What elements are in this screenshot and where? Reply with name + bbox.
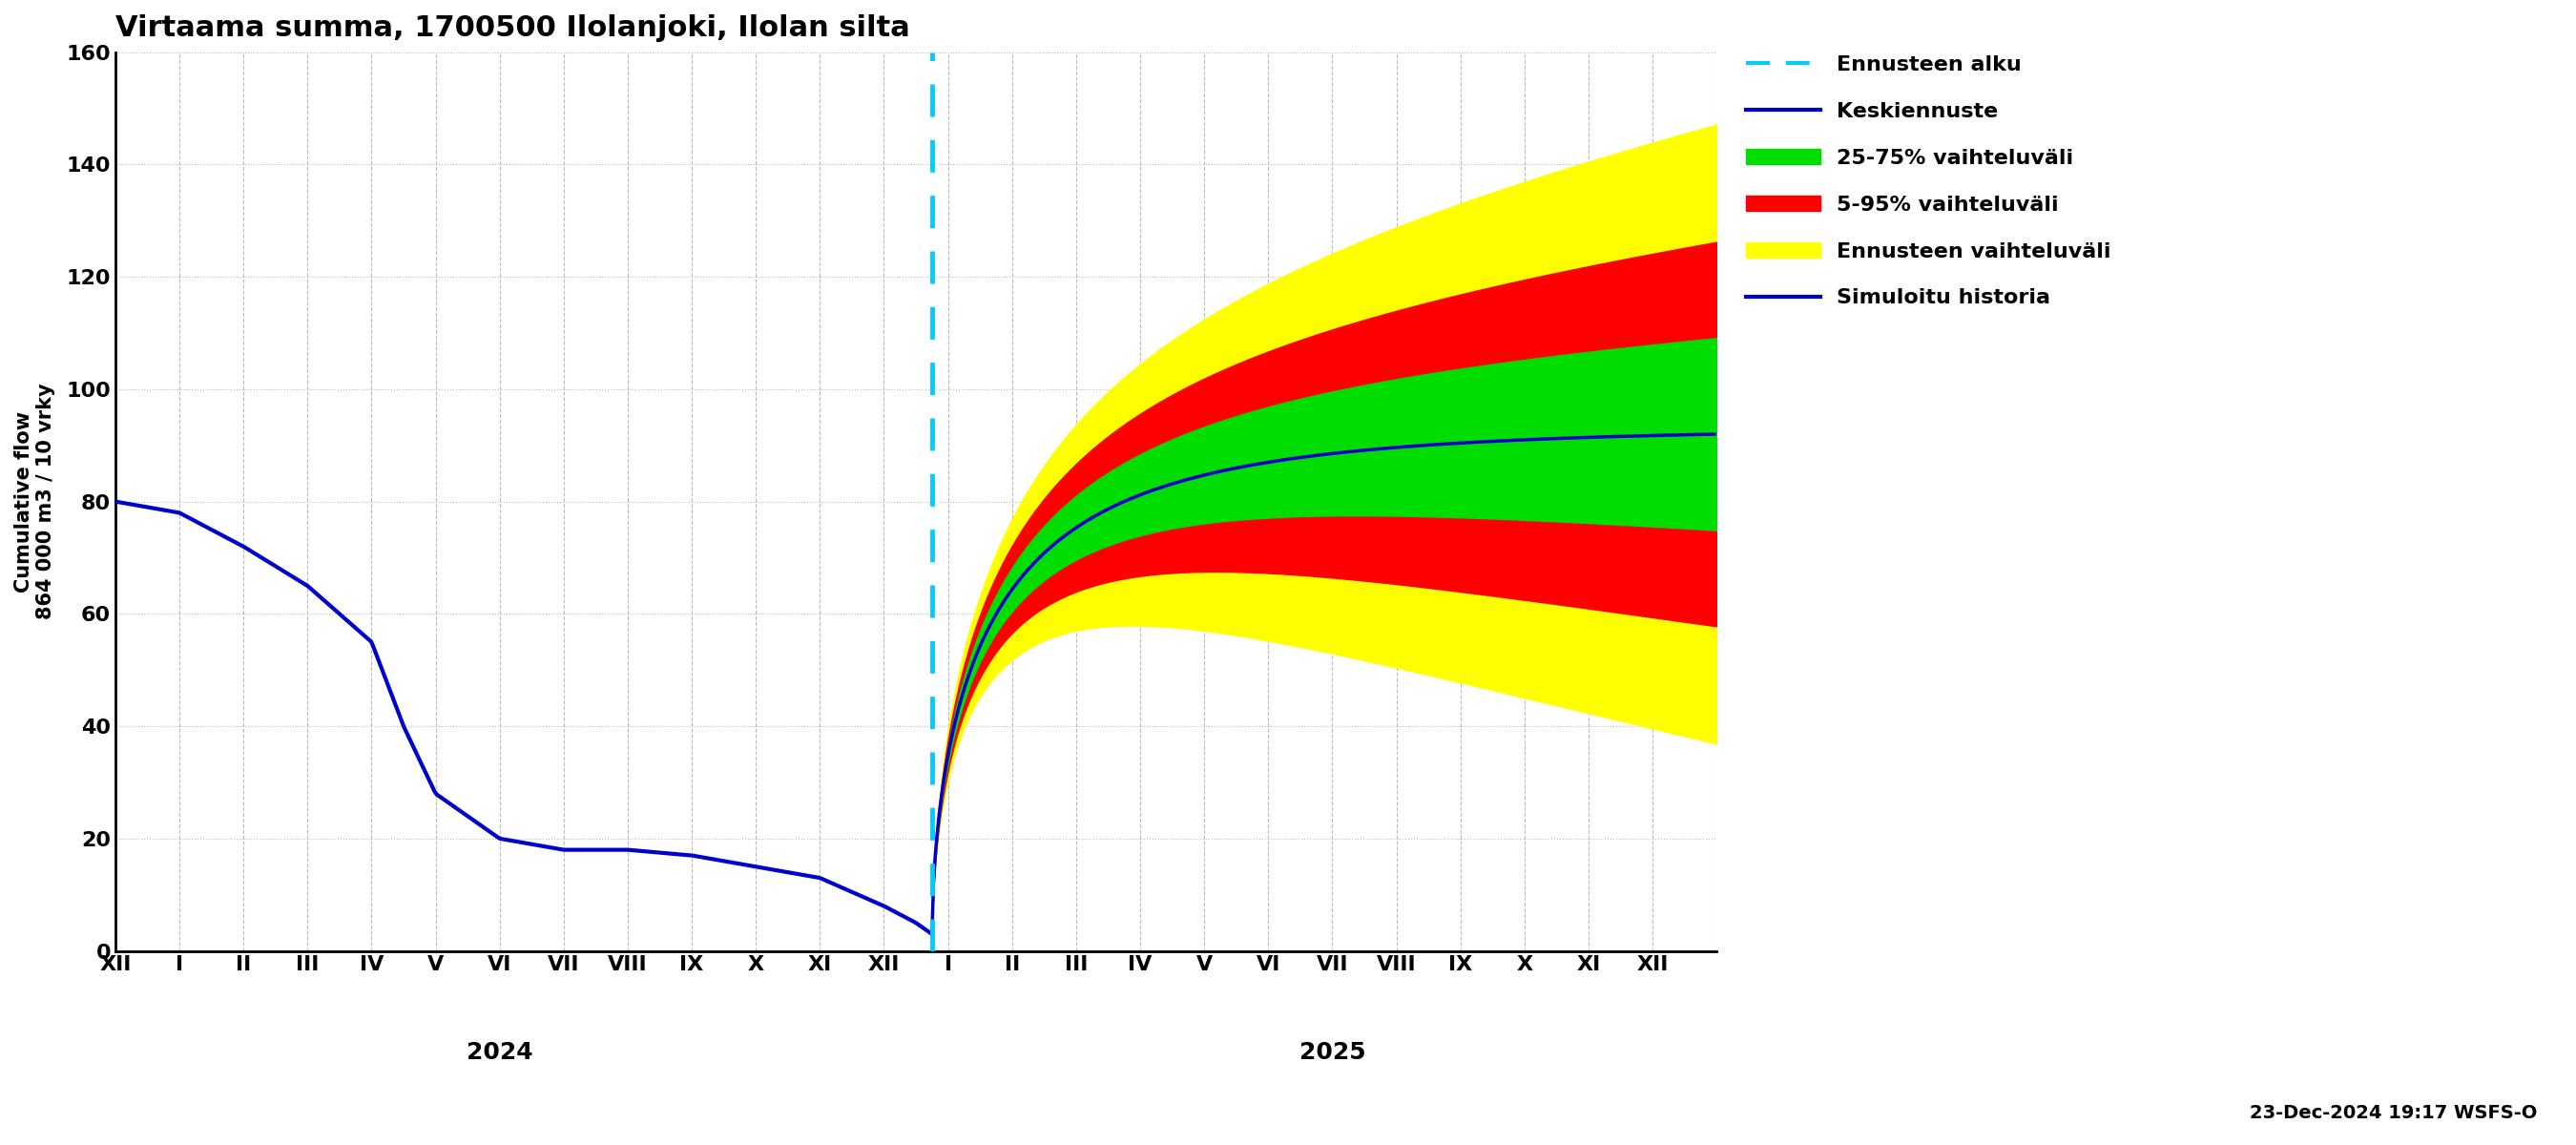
Y-axis label: Cumulative flow
864 000 m3 / 10 vrky: Cumulative flow 864 000 m3 / 10 vrky	[15, 384, 57, 619]
Text: 23-Dec-2024 19:17 WSFS-O: 23-Dec-2024 19:17 WSFS-O	[2249, 1104, 2537, 1122]
Text: 2024: 2024	[466, 1041, 533, 1064]
Text: Virtaama summa, 1700500 Ilolanjoki, Ilolan silta: Virtaama summa, 1700500 Ilolanjoki, Ilol…	[116, 14, 909, 42]
Legend: Ennusteen alku, Keskiennuste, 25-75% vaihteluväli, 5-95% vaihteluväli, Ennusteen: Ennusteen alku, Keskiennuste, 25-75% vai…	[1736, 45, 2123, 318]
Text: 2025: 2025	[1298, 1041, 1365, 1064]
